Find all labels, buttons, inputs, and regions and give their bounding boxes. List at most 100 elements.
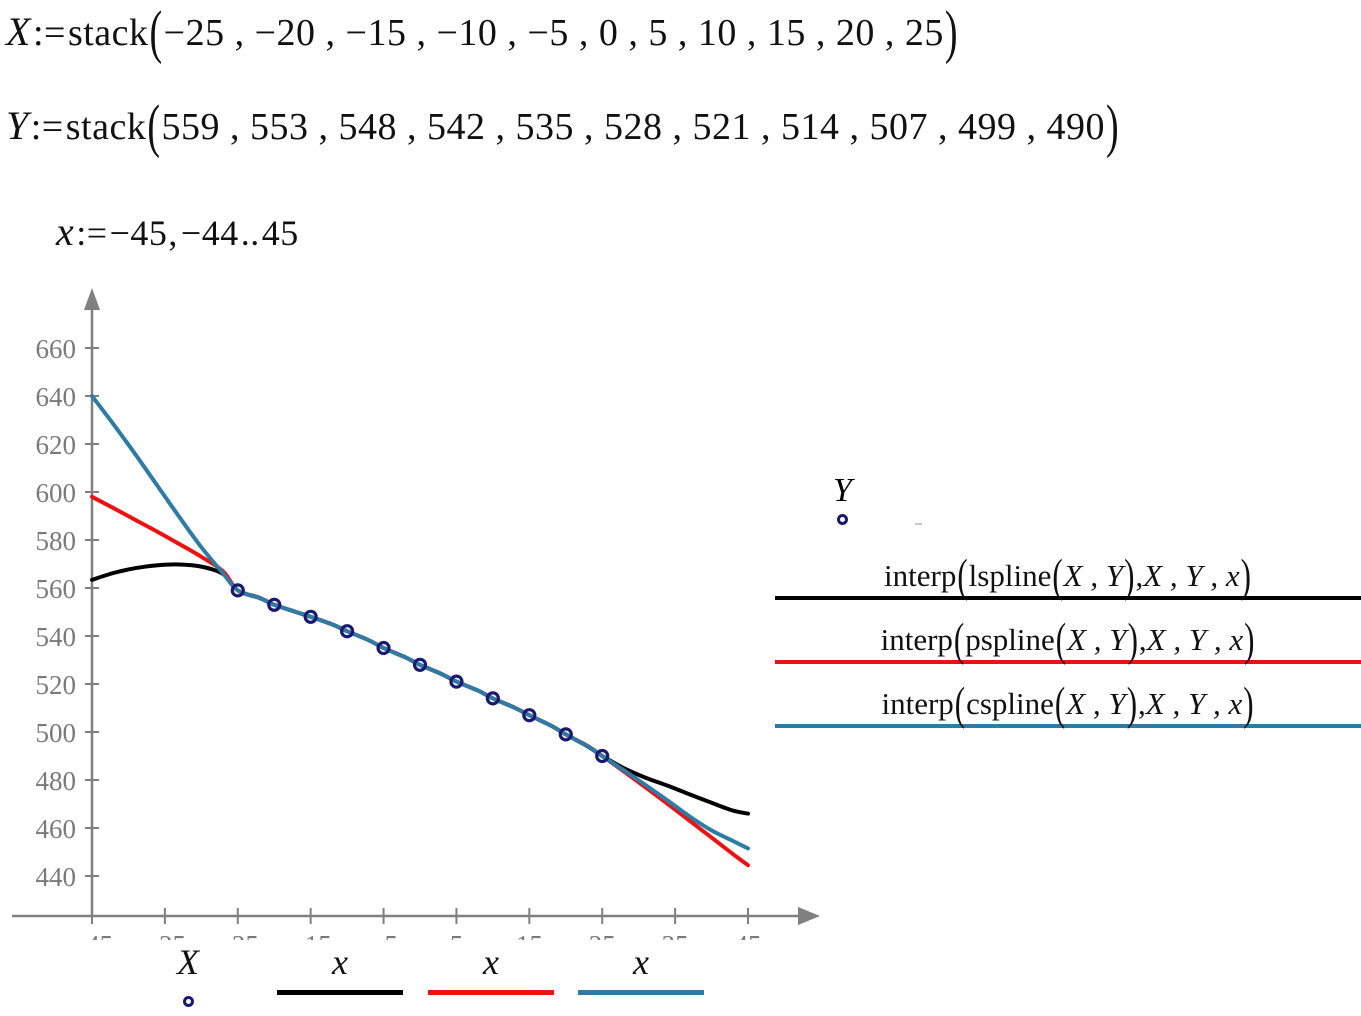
x-axis-tick-label: −25 <box>217 930 259 940</box>
y-axis-tick-label: 600 <box>36 478 77 508</box>
legend-entry-cspline[interactable]: interp(cspline(X , Y),X , Y , x) <box>775 677 1361 730</box>
x-axis-tick-label: 15 <box>516 930 543 940</box>
expression-x-assign: := <box>76 213 108 253</box>
paren-open: ( <box>1054 677 1066 730</box>
inner-fn-name: lspline <box>968 558 1052 593</box>
legend-bottom-item-cspline[interactable]: x <box>578 942 704 995</box>
data-point-marker <box>558 727 573 742</box>
legend-expr-lspline: interp(lspline(X , Y),X , Y , x) <box>884 549 1251 602</box>
expression-x-ellipsis: .. <box>240 213 260 253</box>
data-point-marker <box>412 657 428 672</box>
plot-legend-bottom: X x x x <box>150 942 750 1016</box>
plot-legend-right: Y interp(lspline(X , Y),X , Y , x) inter… <box>775 472 1361 730</box>
inner-fn-name: pspline <box>965 622 1055 657</box>
expression-Y-assign: := <box>30 106 64 148</box>
data-point-marker <box>485 691 500 706</box>
paren-close: ) <box>1127 613 1138 666</box>
legend-bottom-swatch <box>277 990 403 995</box>
expression-Y-lhs: Y <box>6 103 29 148</box>
curve-cspline <box>90 394 750 851</box>
expression-x-start: −45 <box>109 213 168 253</box>
legend-expr-pspline: interp(pspline(X , Y),X , Y , x) <box>880 613 1255 666</box>
outer-args: X , Y , x <box>1143 558 1240 593</box>
y-axis-tick-label: 640 <box>36 382 77 412</box>
paren-open: ( <box>1052 549 1063 602</box>
x-axis-tick-label: −5 <box>369 930 398 940</box>
y-axis-tick-label: 620 <box>36 430 77 460</box>
outer-args: X , Y , x <box>1145 686 1243 721</box>
legend-marker-Y-row <box>775 510 1361 536</box>
x-axis-tick-label: 25 <box>589 930 616 940</box>
paren-close: ) <box>1240 549 1251 602</box>
curve-pspline <box>90 494 750 868</box>
legend-bottom-item-pspline[interactable]: x <box>428 942 554 995</box>
comma: , <box>168 213 178 253</box>
x-axis-tick-label: 45 <box>735 930 762 940</box>
legend-bottom-marker-row <box>150 992 226 1007</box>
circle-marker-icon <box>837 513 848 525</box>
data-point-marker <box>267 597 282 612</box>
expression-X-args: −25 , −20 , −15 , −10 , −5 , 0 , 5 , 10 … <box>163 12 944 54</box>
y-axis-tick-label: 460 <box>36 814 77 844</box>
expression-x-lhs: x <box>56 209 75 254</box>
legend-bottom-label: X <box>177 942 199 982</box>
expression-x-end: 45 <box>261 213 299 253</box>
paren-open: ( <box>957 549 968 602</box>
y-axis-tick-label: 580 <box>36 526 77 556</box>
data-point-marker <box>595 748 610 764</box>
legend-bottom-item-X[interactable]: X <box>150 942 226 1007</box>
y-axis-tick-label: 560 <box>36 574 77 604</box>
legend-bottom-label: x <box>633 942 649 982</box>
legend-entry-lspline[interactable]: interp(lspline(X , Y),X , Y , x) <box>775 549 1361 602</box>
legend-bottom-item-lspline[interactable]: x <box>277 942 403 995</box>
expression-x-second: −44 <box>180 213 239 253</box>
paren-close: ) <box>944 0 958 66</box>
expression-Y-function: stack <box>65 106 147 148</box>
plot-canvas: 440 460 480 500 520 540 560 580 600 620 640 660 −45 −… <box>12 288 820 940</box>
paren-open: ( <box>953 613 965 666</box>
x-axis-tick-label: 35 <box>662 930 689 940</box>
expression-X-assign: := <box>32 12 66 54</box>
expression-X-definition[interactable]: X:=stack(−25 , −20 , −15 , −10 , −5 , 0 … <box>6 0 959 65</box>
expression-X-lhs: X <box>6 9 31 54</box>
paren-open: ( <box>149 0 163 66</box>
paren-close: ) <box>1126 677 1138 730</box>
legend-bottom-swatch <box>428 990 554 995</box>
expression-Y-args: 559 , 553 , 548 , 542 , 535 , 528 , 521 … <box>161 106 1105 148</box>
expression-X-function: stack <box>67 12 149 54</box>
paren-close: ) <box>1124 549 1135 602</box>
y-axis-tick-label: 520 <box>36 670 77 700</box>
data-point-marker <box>449 674 464 689</box>
fn-name: interp <box>884 558 957 593</box>
data-point-marker <box>303 609 318 624</box>
y-axis-tick-label: 440 <box>36 862 77 892</box>
legend-bottom-label: x <box>483 942 499 982</box>
faint-artifact <box>915 523 922 525</box>
circle-marker-icon <box>182 995 194 1007</box>
y-axis-tick-label: 660 <box>36 334 77 364</box>
data-point-marker <box>522 708 537 723</box>
interpolation-plot[interactable]: 440 460 480 500 520 540 560 580 600 620 640 660 −45 −… <box>0 280 830 940</box>
expression-x-range[interactable]: x:=−45,−44..45 <box>56 208 299 255</box>
inner-fn-name: cspline <box>966 686 1054 721</box>
paren-close: ) <box>1243 677 1254 730</box>
y-axis-tick-label: 480 <box>36 766 77 796</box>
outer-args: X , Y , x <box>1146 622 1244 657</box>
legend-entry-pspline[interactable]: interp(pspline(X , Y),X , Y , x) <box>775 613 1361 666</box>
legend-bottom-label: x <box>332 942 348 982</box>
x-axis-tick-label: −35 <box>144 930 186 940</box>
y-axis-tick-label: 500 <box>36 718 77 748</box>
inner-args: X , Y <box>1066 686 1126 721</box>
inner-args: X , Y <box>1067 622 1127 657</box>
legend-swatch-cspline <box>775 724 1361 728</box>
fn-name: interp <box>881 686 954 721</box>
legend-bottom-swatch <box>578 990 704 995</box>
expression-Y-definition[interactable]: Y:=stack(559 , 553 , 548 , 542 , 535 , 5… <box>6 94 1120 159</box>
paren-open: ( <box>954 677 966 730</box>
paren-close: ) <box>1105 94 1120 160</box>
legend-swatch-pspline <box>775 660 1361 664</box>
x-axis-tick-label: −45 <box>71 930 113 940</box>
paren-open: ( <box>1055 613 1067 666</box>
legend-swatch-lspline <box>775 596 1361 600</box>
paren-close: ) <box>1244 613 1255 666</box>
